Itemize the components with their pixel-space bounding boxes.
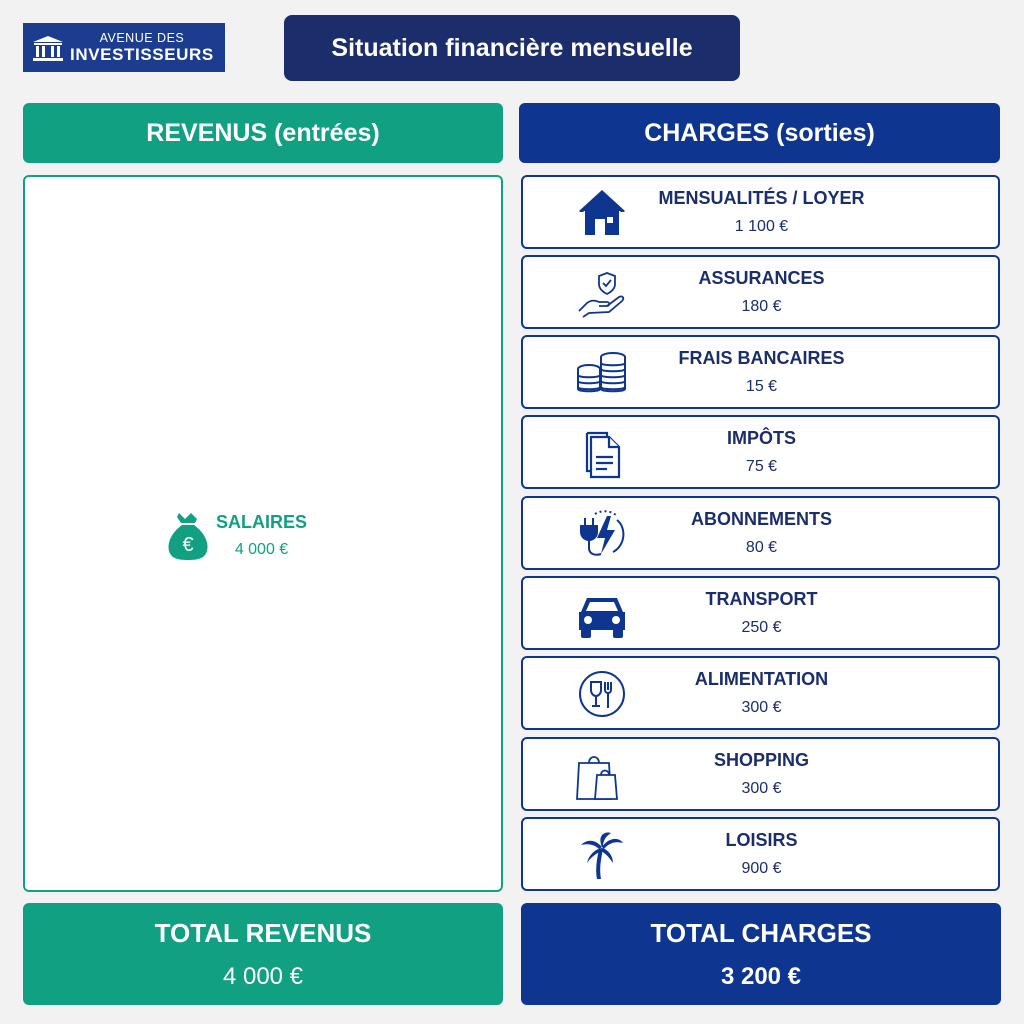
charge-item-impots: IMPÔTS 75 €	[521, 415, 1000, 489]
documents-icon	[585, 431, 621, 479]
charge-value: 75 €	[745, 458, 778, 475]
charges-header: CHARGES (sorties)	[519, 103, 1000, 163]
charge-label: IMPÔTS	[726, 428, 796, 448]
charge-label: MENSUALITÉS / LOYER	[658, 188, 865, 208]
revenus-header: REVENUS (entrées)	[23, 103, 503, 163]
charge-label: LOISIRS	[725, 830, 798, 850]
revenus-panel: € SALAIRES 4 000 €	[23, 175, 503, 892]
charge-value: 15 €	[745, 378, 778, 395]
plug-lightning-icon	[580, 510, 625, 556]
total-charges: TOTAL CHARGES 3 200 €	[521, 903, 1001, 1005]
charge-item-loisirs: LOISIRS 900 €	[521, 817, 1000, 891]
total-revenus: TOTAL REVENUS 4 000 €	[23, 903, 503, 1005]
charge-label: FRAIS BANCAIRES	[678, 348, 845, 368]
total-revenus-label: TOTAL REVENUS	[154, 917, 372, 948]
charge-label: ABONNEMENTS	[690, 509, 832, 529]
house-icon	[579, 190, 625, 235]
charge-item-assurances: ASSURANCES 180 €	[521, 255, 1000, 329]
charge-value: 250 €	[741, 619, 782, 636]
hand-shield-icon	[578, 272, 625, 318]
charge-value: 300 €	[741, 780, 782, 797]
salaires-value: 4 000 €	[234, 540, 289, 558]
charge-label: ALIMENTATION	[694, 669, 829, 689]
charge-label: TRANSPORT	[705, 589, 818, 609]
palm-tree-icon	[581, 832, 623, 879]
total-charges-label: TOTAL CHARGES	[650, 917, 872, 948]
logo: AVENUE DES INVESTISSEURS	[23, 23, 225, 72]
charge-value: 300 €	[741, 699, 782, 716]
charge-item-abonnements: ABONNEMENTS 80 €	[521, 496, 1000, 570]
charge-value: 900 €	[741, 860, 782, 877]
total-revenus-value: 4 000 €	[222, 962, 304, 990]
charge-item-transport: TRANSPORT 250 €	[521, 576, 1000, 650]
shopping-bags-icon	[576, 756, 618, 800]
charge-item-alimentation: ALIMENTATION 300 €	[521, 656, 1000, 730]
charge-value: 180 €	[741, 298, 782, 315]
glass-fork-icon	[579, 671, 625, 717]
charge-item-frais-bancaires: FRAIS BANCAIRES 15 €	[521, 335, 1000, 409]
bank-building-icon	[33, 35, 63, 61]
charge-label: ASSURANCES	[698, 268, 825, 288]
money-bag-euro-icon: €	[168, 513, 208, 560]
charge-value: 80 €	[745, 539, 778, 556]
charge-item-loyer: MENSUALITÉS / LOYER 1 100 €	[521, 175, 1000, 249]
salaires-label: SALAIRES	[216, 511, 308, 532]
charge-item-shopping: SHOPPING 300 €	[521, 737, 1000, 811]
charge-value: 1 100 €	[734, 218, 789, 235]
logo-line1: AVENUE DES	[99, 30, 185, 45]
charge-label: SHOPPING	[713, 750, 810, 770]
page-title: Situation financière mensuelle	[284, 15, 740, 81]
coins-icon	[577, 352, 626, 393]
svg-text:€: €	[182, 534, 193, 556]
total-charges-value: 3 200 €	[720, 962, 802, 990]
logo-line2: INVESTISSEURS	[70, 45, 214, 65]
revenu-item-salaires: € SALAIRES 4 000 €	[165, 509, 307, 561]
car-icon	[579, 598, 625, 638]
